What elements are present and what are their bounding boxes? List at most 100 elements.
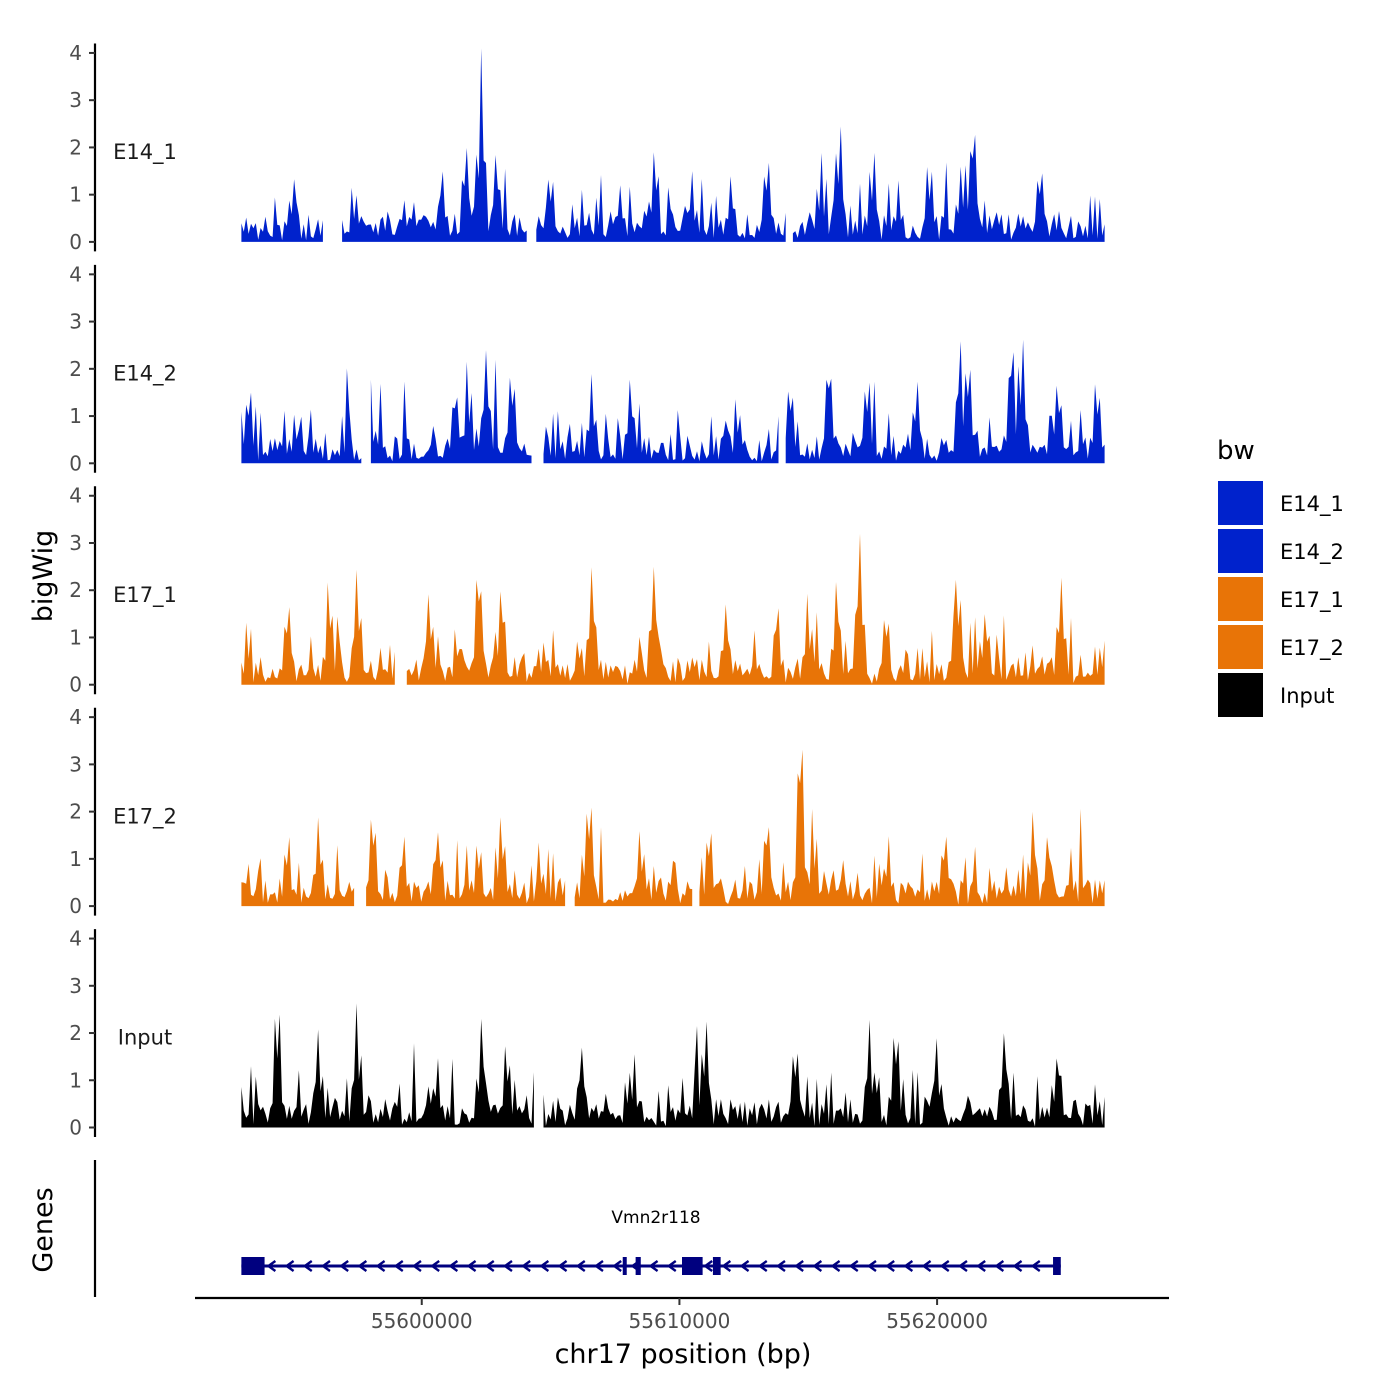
legend-item: E14_2 <box>1218 529 1344 573</box>
strand-arrow-icon <box>484 1260 495 1272</box>
strand-arrow-icon <box>666 1260 677 1272</box>
strand-arrow-icon <box>757 1260 768 1272</box>
strand-arrow-icon <box>575 1260 586 1272</box>
y-tick-label: 3 <box>69 974 82 998</box>
track-label: Input <box>118 1026 172 1050</box>
y-tick-label: 4 <box>69 705 82 729</box>
strand-arrow-icon <box>612 1260 622 1272</box>
signal-area <box>241 1003 534 1128</box>
legend-item: E14_1 <box>1218 481 1344 525</box>
y-tick-label: 3 <box>69 88 82 112</box>
y-tick-label: 1 <box>69 847 82 871</box>
strand-arrow-icon <box>794 1260 804 1272</box>
signal-area <box>241 569 395 685</box>
gene-exon <box>622 1257 627 1275</box>
track-input: 0 1 2 3 4 Input <box>69 927 1105 1140</box>
gene-exon <box>241 1257 265 1275</box>
strand-arrow-icon <box>557 1260 568 1272</box>
x-tick-label: 55620000 <box>886 1309 988 1333</box>
track-e14-2: 0 1 2 3 4 E14_2 <box>69 262 1105 475</box>
strand-arrow-icon <box>812 1260 823 1272</box>
strand-arrow-icon <box>739 1260 750 1272</box>
genes-track-label: Genes <box>28 1187 59 1272</box>
y-tick-label: 0 <box>69 673 82 697</box>
legend-label: E17_1 <box>1280 588 1344 613</box>
legend-swatch <box>1218 481 1263 525</box>
y-tick-label: 1 <box>69 183 82 207</box>
strand-arrow-icon <box>375 1260 386 1272</box>
legend-title: bw <box>1217 436 1255 466</box>
strand-arrow-icon <box>885 1260 895 1272</box>
signal-area <box>342 48 527 242</box>
y-tick-label: 4 <box>69 41 82 65</box>
legend-swatch <box>1218 577 1263 621</box>
strand-arrow-icon <box>430 1260 440 1272</box>
signal-area <box>406 533 1105 685</box>
y-tick-label: 2 <box>69 578 82 602</box>
legend-item: E17_2 <box>1218 625 1344 669</box>
strand-arrow-icon <box>703 1260 713 1272</box>
y-tick-label: 3 <box>69 310 82 334</box>
strand-arrow-icon <box>266 1260 277 1272</box>
strand-arrow-icon <box>1030 1260 1041 1272</box>
y-tick-label: 1 <box>69 404 82 428</box>
gene-exon <box>712 1257 721 1275</box>
gene-exon <box>635 1257 641 1275</box>
gene-exon <box>1053 1257 1061 1275</box>
signal-area <box>792 126 1105 242</box>
legend-item: E17_1 <box>1218 577 1344 621</box>
y-tick-label: 0 <box>69 451 82 475</box>
signal-area <box>543 1019 1105 1128</box>
signal-area <box>366 817 566 907</box>
strand-arrow-icon <box>994 1260 1005 1272</box>
y-tick-label: 4 <box>69 262 82 286</box>
genes-track: Genes Vmn2r118 <box>28 1160 1061 1297</box>
track-label: E17_2 <box>113 804 177 829</box>
strand-arrow-icon <box>939 1260 950 1272</box>
y-tick-label: 4 <box>69 484 82 508</box>
legend-swatch <box>1218 529 1263 573</box>
y-tick-label: 4 <box>69 927 82 951</box>
legend-label: E17_2 <box>1280 636 1344 661</box>
strand-arrow-icon <box>976 1260 986 1272</box>
y-tick-label: 0 <box>69 230 82 254</box>
strand-arrow-icon <box>721 1260 732 1272</box>
track-label: E14_1 <box>113 140 177 165</box>
x-tick-label: 55610000 <box>629 1309 731 1333</box>
strand-arrow-icon <box>448 1260 459 1272</box>
signal-area <box>699 749 1105 907</box>
track-label: E17_1 <box>113 583 177 608</box>
gene-label: Vmn2r118 <box>611 1208 700 1228</box>
strand-arrow-icon <box>775 1260 786 1272</box>
y-tick-label: 2 <box>69 357 82 381</box>
strand-arrow-icon <box>830 1260 841 1272</box>
y-tick-label: 2 <box>69 135 82 159</box>
gene-exon <box>682 1257 703 1275</box>
strand-arrow-icon <box>539 1260 550 1272</box>
signal-area <box>785 339 1105 464</box>
strand-arrow-icon <box>466 1260 477 1272</box>
strand-arrow-icon <box>921 1260 932 1272</box>
track-e14-1: 0 1 2 3 4 E14_1 <box>69 41 1105 254</box>
legend-swatch <box>1218 673 1263 717</box>
y-tick-label: 3 <box>69 752 82 776</box>
strand-arrow-icon <box>648 1260 659 1272</box>
y-tick-label: 1 <box>69 625 82 649</box>
signal-area <box>543 374 779 464</box>
legend-label: Input <box>1280 684 1334 708</box>
y-tick-label: 2 <box>69 1021 82 1045</box>
track-e17-2: 0 1 2 3 4 E17_2 <box>69 705 1105 918</box>
y-tick-label: 0 <box>69 894 82 918</box>
legend-swatch <box>1218 625 1263 669</box>
strand-arrow-icon <box>284 1260 295 1272</box>
signal-area <box>241 179 323 242</box>
signal-area <box>370 350 532 464</box>
x-tick-label: 55600000 <box>371 1309 473 1333</box>
strand-arrow-icon <box>320 1260 331 1272</box>
strand-arrow-icon <box>339 1260 349 1272</box>
legend: E14_1 E14_2 E17_1 E17_2 Input <box>1218 481 1344 717</box>
y-tick-label: 1 <box>69 1068 82 1092</box>
track-e17-1: 0 1 2 3 4 E17_1 <box>69 484 1105 697</box>
signal-area <box>574 807 693 907</box>
